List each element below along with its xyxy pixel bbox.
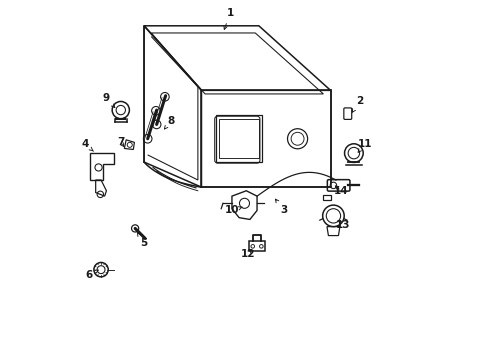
Text: 2: 2: [351, 96, 362, 112]
Circle shape: [131, 225, 139, 232]
Circle shape: [160, 93, 169, 101]
Text: 6: 6: [85, 270, 98, 280]
Circle shape: [152, 120, 161, 129]
Text: 13: 13: [335, 220, 349, 230]
Text: 8: 8: [164, 116, 174, 129]
Text: 10: 10: [224, 206, 242, 216]
Text: 3: 3: [275, 199, 287, 216]
Circle shape: [143, 134, 152, 143]
Circle shape: [329, 182, 336, 189]
Circle shape: [151, 107, 160, 115]
Text: 14: 14: [333, 186, 348, 196]
Text: 11: 11: [357, 139, 371, 152]
Text: 9: 9: [102, 93, 115, 108]
Text: 1: 1: [224, 8, 233, 30]
Text: 4: 4: [81, 139, 93, 151]
Text: 12: 12: [241, 248, 255, 258]
Text: 5: 5: [137, 233, 147, 248]
Text: 7: 7: [117, 138, 124, 147]
